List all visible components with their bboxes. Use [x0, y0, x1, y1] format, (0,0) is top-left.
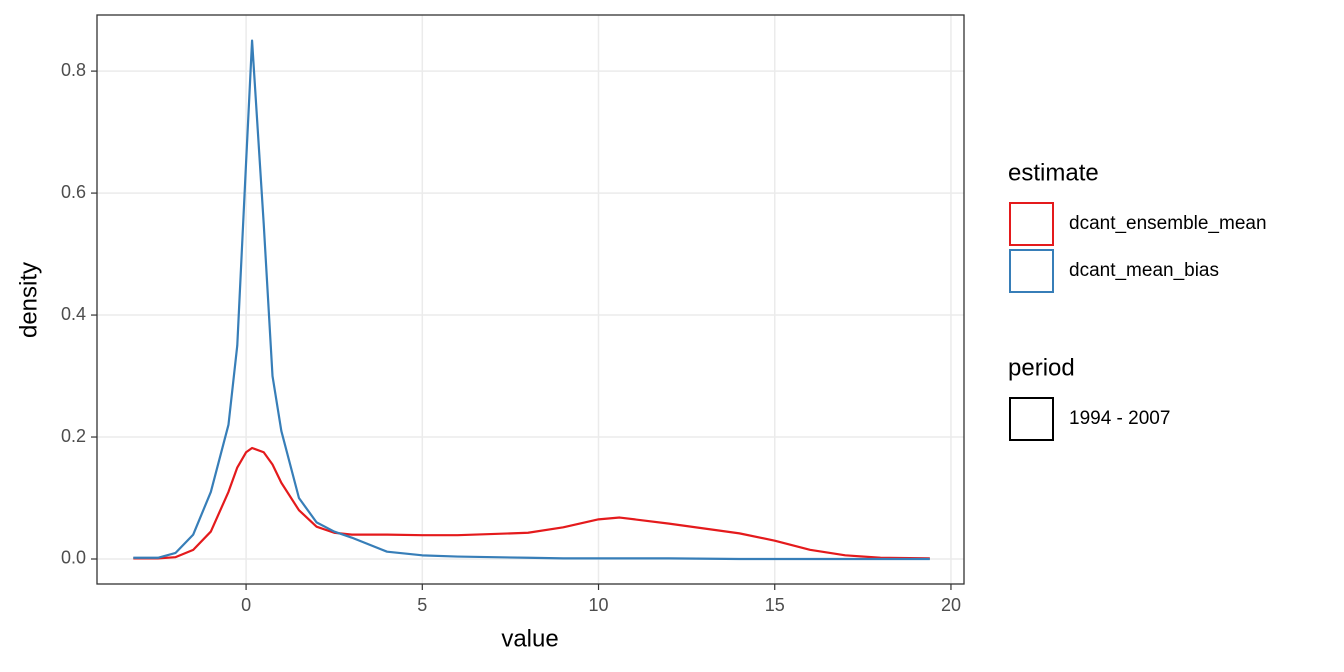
density-line	[133, 39, 930, 561]
legend-label: dcant_mean_bias	[1069, 260, 1219, 281]
legend-label: 1994 - 2007	[1069, 408, 1170, 429]
y-tick-label: 0.6	[61, 182, 86, 202]
y-axis-title: density	[15, 262, 42, 338]
legend-label: dcant_ensemble_mean	[1069, 213, 1267, 234]
legend-key	[1009, 397, 1054, 441]
x-tick-label: 10	[589, 595, 609, 615]
legend-key	[1009, 202, 1054, 246]
x-tick-label: 20	[941, 595, 961, 615]
y-tick-label: 0.8	[61, 60, 86, 80]
panel-border	[96, 14, 965, 585]
legend-title: period	[1008, 354, 1075, 381]
legend-key	[1009, 249, 1054, 293]
x-tick-label: 15	[765, 595, 785, 615]
x-tick-label: 0	[241, 595, 251, 615]
x-axis-title: value	[501, 625, 558, 652]
y-tick-label: 0.2	[61, 426, 86, 446]
legend-title: estimate	[1008, 159, 1099, 186]
density-line	[133, 446, 930, 560]
x-tick-label: 5	[417, 595, 427, 615]
y-tick-label: 0.0	[61, 548, 86, 568]
y-tick-label: 0.4	[61, 304, 86, 324]
